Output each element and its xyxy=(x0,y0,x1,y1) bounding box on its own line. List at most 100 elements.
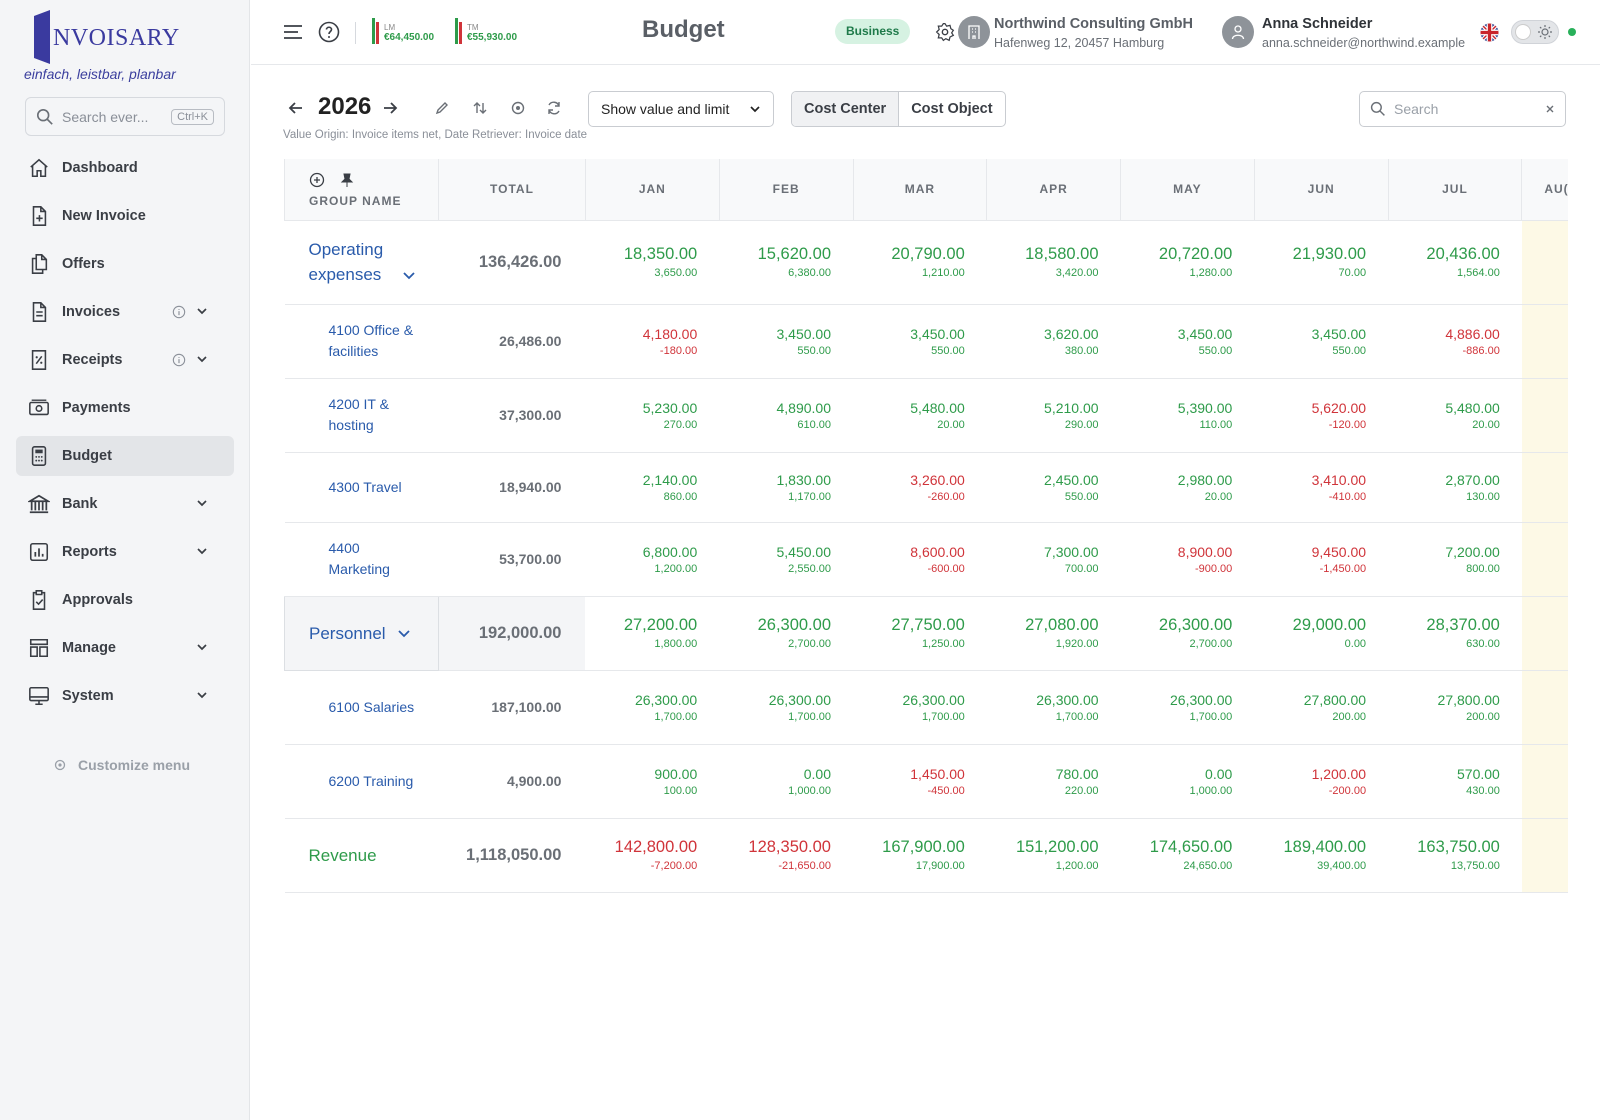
sidebar-item-system[interactable]: System xyxy=(16,676,234,716)
month-cell[interactable]: 167,900.00 17,900.00 xyxy=(853,818,987,893)
pin-icon[interactable] xyxy=(339,172,355,188)
month-cell[interactable]: 2,980.00 20.00 xyxy=(1120,452,1255,523)
month-cell[interactable]: 3,260.00 -260.00 xyxy=(853,452,987,523)
table-row[interactable]: 4400 Marketing 53,700.00 6,800.00 1,200.00 5… xyxy=(284,522,1568,597)
month-cell[interactable]: 3,450.00 550.00 xyxy=(1254,304,1389,379)
month-cell[interactable]: 029,00 xyxy=(1521,596,1568,671)
table-row[interactable]: 6100 Salaries 187,100.00 26,300.00 1,700.00… xyxy=(284,670,1568,745)
month-cell[interactable]: 5,230.00 270.00 xyxy=(585,378,720,453)
row-name-cell[interactable]: 6100 Salaries xyxy=(284,670,439,745)
month-cell[interactable]: 5,450.00 2,550.00 xyxy=(719,522,853,597)
month-cell[interactable]: 3,620.00 380.00 xyxy=(986,304,1121,379)
table-group-row[interactable]: Personnel 192,000.00 27,200.00 1,800.00 26,3… xyxy=(284,595,1568,671)
sidebar-item-bank[interactable]: Bank xyxy=(16,484,234,524)
row-name-cell[interactable]: Personnel xyxy=(284,595,440,671)
month-cell[interactable]: 26,300.00 1,700.00 xyxy=(986,670,1121,745)
tab-cost-center[interactable]: Cost Center xyxy=(792,92,900,126)
month-cell[interactable]: 2,140.00 860.00 xyxy=(585,452,720,523)
row-name-cell[interactable]: 4400 Marketing xyxy=(284,522,439,597)
month-cell[interactable]: 570.00 430.00 xyxy=(1388,744,1522,819)
arrow-left-icon[interactable] xyxy=(288,100,304,116)
month-cell[interactable]: 18,580.00 3,420.00 xyxy=(986,220,1121,305)
month-cell[interactable]: 20,720.00 1,280.00 xyxy=(1120,220,1255,305)
month-cell[interactable]: 27,080.00 1,920.00 xyxy=(986,596,1121,671)
month-cell[interactable]: (8,00 xyxy=(1521,522,1568,597)
month-cell[interactable]: 18,350.00 3,650.00 xyxy=(585,220,720,305)
month-cell[interactable]: 27,800.00 200.00 xyxy=(1388,670,1522,745)
month-cell[interactable]: 26,300.00 2,700.00 xyxy=(719,596,853,671)
chevron-down-icon[interactable] xyxy=(196,305,208,317)
arrow-right-icon[interactable] xyxy=(382,100,398,116)
month-cell[interactable]: 1,830.00 1,170.00 xyxy=(719,452,853,523)
help-icon[interactable] xyxy=(317,20,341,44)
theme-toggle[interactable] xyxy=(1511,20,1559,44)
month-cell[interactable]: 26,300.00 1,700.00 xyxy=(585,670,720,745)
info-icon[interactable] xyxy=(172,305,186,319)
row-name[interactable]: Operating expenses xyxy=(308,240,384,284)
month-cell[interactable]: 29,000.00 0.00 xyxy=(1254,596,1389,671)
month-cell[interactable]: (1,00 xyxy=(1521,744,1568,819)
month-cell[interactable]: 27,750.00 1,250.00 xyxy=(853,596,987,671)
month-cell[interactable]: 7,200.00 800.00 xyxy=(1388,522,1522,597)
month-cell[interactable]: 3,450.00 550.00 xyxy=(719,304,853,379)
table-row[interactable]: 4200 IT & hosting 37,300.00 5,230.00 270.00… xyxy=(284,378,1568,453)
sidebar-item-invoices[interactable]: Invoices xyxy=(16,292,234,332)
row-name[interactable]: 4300 Travel xyxy=(328,478,402,495)
month-cell[interactable]: 2,450.00 550.00 xyxy=(986,452,1121,523)
month-cell[interactable]: 20,790.00 1,210.00 xyxy=(853,220,987,305)
month-cell[interactable]: 5,390.00 110.00 xyxy=(1120,378,1255,453)
month-cell[interactable]: 28,370.00 630.00 xyxy=(1388,596,1522,671)
month-cell[interactable]: 5,480.00 20.00 xyxy=(1388,378,1522,453)
month-cell[interactable]: 128,350.00 -21,650.00 xyxy=(719,818,853,893)
sidebar-item-approvals[interactable]: Approvals xyxy=(16,580,234,620)
month-cell[interactable]: (5,50 xyxy=(1521,378,1568,453)
app-logo[interactable]: NVOISARY xyxy=(32,4,180,64)
row-name[interactable]: 6100 Salaries xyxy=(328,698,415,715)
month-cell[interactable]: 1,200.00 -200.00 xyxy=(1254,744,1389,819)
uk-flag-icon[interactable] xyxy=(1480,23,1499,42)
month-cell[interactable]: 3,450.00 550.00 xyxy=(1120,304,1255,379)
row-name-cell[interactable]: 4200 IT & hosting xyxy=(284,378,439,453)
chevron-down-icon[interactable] xyxy=(196,545,208,557)
table-group-row[interactable]: Operating expenses 136,426.00 18,350.00 3,6… xyxy=(284,220,1568,305)
month-cell[interactable]: 4,890.00 610.00 xyxy=(719,378,853,453)
month-cell[interactable]: 26,300.00 2,700.00 xyxy=(1120,596,1255,671)
user-menu[interactable]: Anna Schneider anna.schneider@northwind.… xyxy=(1262,16,1465,50)
settings-icon[interactable] xyxy=(935,22,955,42)
clear-icon[interactable] xyxy=(1545,104,1555,114)
chevron-down-icon[interactable] xyxy=(397,630,410,638)
month-cell[interactable]: 20,436.00 1,564.00 xyxy=(1388,220,1522,305)
row-name[interactable]: Personnel xyxy=(309,623,386,643)
month-cell[interactable]: 142,800.00 -7,200.00 xyxy=(585,818,720,893)
sidebar-item-budget[interactable]: Budget xyxy=(16,436,234,476)
table-row[interactable]: 6200 Training 4,900.00 900.00 100.00 0.00 1,0… xyxy=(284,744,1568,819)
month-cell[interactable]: 0.00 1,000.00 xyxy=(1120,744,1255,819)
month-cell[interactable]: 2,870.00 130.00 xyxy=(1388,452,1522,523)
month-cell[interactable]: 189,400.00 39,400.00 xyxy=(1254,818,1389,893)
month-cell[interactable]: 3,410.00 -410.00 xyxy=(1254,452,1389,523)
sidebar-item-reports[interactable]: Reports xyxy=(16,532,234,572)
month-cell[interactable]: (28,00 xyxy=(1521,670,1568,745)
target-icon[interactable] xyxy=(510,100,526,116)
chevron-down-icon[interactable] xyxy=(196,641,208,653)
month-cell[interactable]: 26,300.00 1,700.00 xyxy=(719,670,853,745)
sidebar-item-payments[interactable]: Payments xyxy=(16,388,234,428)
sidebar-item-receipts[interactable]: Receipts xyxy=(16,340,234,380)
month-cell[interactable]: 0.00 1,000.00 xyxy=(719,744,853,819)
table-group-row[interactable]: Revenue 1,118,050.00 142,800.00 -7,200.00 12… xyxy=(284,818,1568,893)
add-circle-icon[interactable] xyxy=(309,172,325,188)
edit-icon[interactable] xyxy=(434,100,450,116)
row-name[interactable]: 4200 IT & hosting xyxy=(328,396,389,433)
month-cell[interactable]: 7,300.00 700.00 xyxy=(986,522,1121,597)
tab-cost-object[interactable]: Cost Object xyxy=(911,101,993,117)
sidebar-item-new-invoice[interactable]: New Invoice xyxy=(16,196,234,236)
customize-menu-button[interactable]: Customize menu xyxy=(54,757,190,773)
sort-icon[interactable] xyxy=(472,100,488,116)
month-cell[interactable]: 9,450.00 -1,450.00 xyxy=(1254,522,1389,597)
month-cell[interactable]: (4,00 xyxy=(1521,304,1568,379)
month-cell[interactable]: 3,450.00 550.00 xyxy=(853,304,987,379)
kpi-this-month[interactable]: TM €55,930.00 xyxy=(455,18,517,44)
sidebar-item-offers[interactable]: Offers xyxy=(16,244,234,284)
row-name-cell[interactable]: Revenue xyxy=(284,818,439,893)
chevron-down-icon[interactable] xyxy=(402,271,415,280)
